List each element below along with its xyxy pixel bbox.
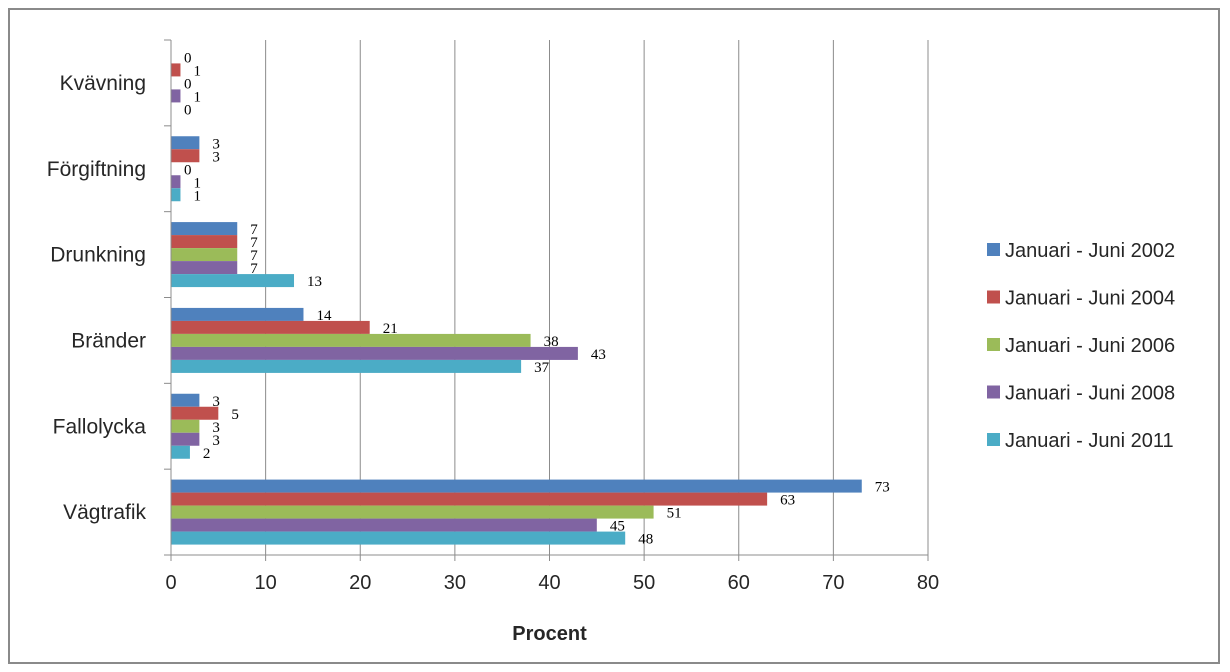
data-label: 7 (250, 235, 258, 251)
category-label: Drunkning (50, 244, 146, 267)
legend-label: Januari - Juni 2004 (1005, 288, 1175, 310)
data-label: 3 (212, 394, 220, 410)
data-label: 7 (250, 222, 258, 238)
legend-label: Januari - Juni 2002 (1005, 240, 1175, 262)
bar (171, 492, 768, 506)
bar (171, 188, 181, 202)
bar (171, 63, 181, 77)
legend-label: Januari - Juni 2008 (1005, 383, 1175, 405)
data-label: 7 (250, 261, 258, 277)
data-label: 7 (250, 248, 258, 264)
x-tick-label: 30 (444, 572, 466, 594)
data-label: 1 (193, 188, 201, 204)
bar (171, 518, 597, 532)
data-label: 13 (307, 274, 322, 290)
x-tick-label: 70 (822, 572, 844, 594)
data-label: 0 (184, 102, 192, 118)
category-label: Bränder (71, 329, 146, 352)
data-label: 3 (212, 149, 220, 165)
x-tick-label: 40 (538, 572, 560, 594)
bar (171, 248, 238, 262)
data-label: 45 (610, 519, 625, 535)
bar (171, 393, 200, 407)
data-labels: 7363514548353321421384337777713330110101… (184, 50, 890, 547)
data-label: 5 (231, 407, 239, 423)
legend-swatch (987, 338, 1000, 351)
bar (171, 175, 181, 189)
bar (171, 307, 304, 321)
legend-swatch (987, 290, 1000, 304)
data-label: 1 (193, 89, 201, 105)
data-label: 73 (875, 480, 890, 496)
bar (171, 149, 200, 163)
bar (171, 432, 200, 446)
legend-label: Januari - Juni 2011 (1005, 430, 1174, 452)
bar (171, 89, 181, 103)
data-label: 63 (780, 493, 795, 509)
bar (171, 261, 238, 275)
data-label: 2 (203, 446, 211, 462)
data-label: 51 (667, 506, 682, 522)
data-label: 14 (316, 308, 332, 324)
x-axis-title: Procent (512, 623, 587, 645)
legend-swatch (987, 433, 1000, 446)
data-label: 3 (212, 136, 220, 152)
data-label: 0 (184, 76, 192, 92)
data-label: 43 (591, 347, 606, 363)
data-label: 38 (544, 334, 559, 350)
bar (171, 406, 219, 420)
data-label: 21 (383, 321, 398, 337)
bar (171, 235, 238, 249)
legend-swatch (987, 385, 1000, 399)
x-tick-label: 50 (633, 572, 655, 594)
bar (171, 320, 370, 334)
x-tick-label: 10 (255, 572, 277, 594)
x-tick-label: 20 (349, 572, 371, 594)
bar (171, 479, 862, 493)
bar (171, 274, 295, 288)
legend-label: Januari - Juni 2006 (1005, 335, 1175, 357)
bars (171, 63, 862, 545)
bar (171, 333, 531, 347)
category-label: Fallolycka (53, 415, 147, 438)
data-label: 1 (193, 63, 201, 79)
category-label: Kvävning (60, 72, 146, 95)
gridlines (265, 40, 929, 555)
bar (171, 445, 190, 459)
data-label: 37 (534, 360, 550, 376)
x-tick-label: 0 (165, 572, 176, 594)
bar (171, 505, 654, 519)
data-label: 48 (638, 532, 653, 548)
data-label: 0 (184, 50, 192, 66)
data-label: 3 (212, 433, 220, 449)
bar (171, 531, 626, 545)
category-label: Vägtrafik (63, 501, 146, 524)
data-label: 0 (184, 162, 192, 178)
bar (171, 346, 578, 360)
x-tick-label: 80 (917, 572, 939, 594)
bar (171, 222, 238, 236)
data-label: 1 (193, 175, 201, 191)
axes: 0 10 20 30 40 50 60 70 80VägtrafikFallolyckaBrän… (47, 39, 939, 594)
bar (171, 136, 200, 150)
data-label: 3 (212, 420, 220, 436)
bar (171, 419, 200, 433)
bar (171, 359, 522, 373)
legend: Januari - Juni 2002 Januari - Juni 2004 Ja… (987, 240, 1175, 452)
legend-swatch (987, 243, 1000, 256)
category-label: Förgiftning (47, 158, 146, 181)
x-tick-label: 60 (728, 572, 750, 594)
